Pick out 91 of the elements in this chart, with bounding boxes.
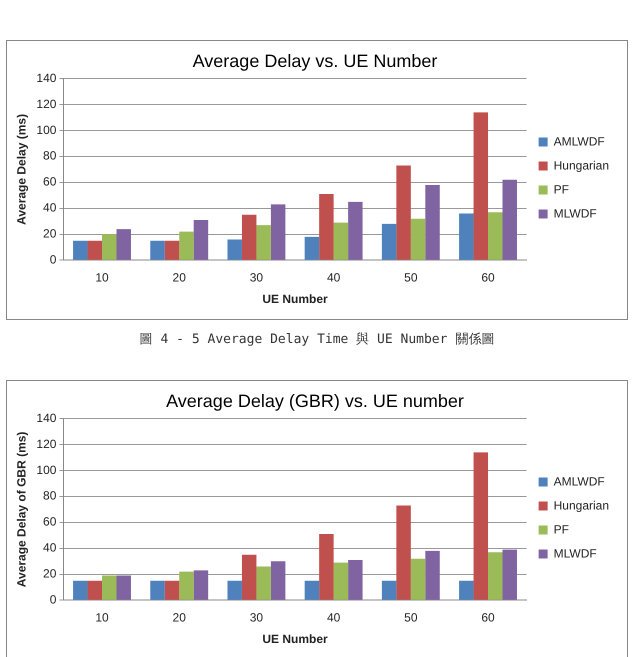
y-tick-label: 140: [36, 410, 57, 425]
bar: [179, 232, 194, 260]
x-tick-label: 50: [404, 610, 418, 625]
bar: [396, 166, 411, 260]
bar: [116, 229, 131, 260]
bar: [425, 550, 440, 600]
bar: [242, 214, 256, 260]
bar: [488, 552, 503, 600]
y-tick-label: 60: [43, 174, 57, 189]
y-tick-label: 80: [43, 148, 57, 163]
bar: [270, 204, 286, 260]
legend-label: PF: [554, 182, 569, 196]
x-tick-label: 10: [95, 270, 110, 285]
bar: [334, 222, 348, 260]
legend-label: Hungarian: [554, 158, 610, 172]
bar: [410, 558, 426, 600]
bar: [102, 234, 116, 260]
bar: [474, 452, 488, 600]
bar: [242, 554, 256, 600]
bar: [459, 214, 474, 260]
legend-label: Hungarian: [554, 498, 610, 512]
y-tick-label: 100: [36, 122, 57, 137]
bar: [396, 506, 411, 600]
bar: [348, 560, 363, 600]
x-tick-label: 30: [250, 610, 264, 625]
bar: [194, 220, 208, 260]
x-axis-title: UE Number: [262, 632, 328, 646]
legend-label: AMLWDF: [554, 134, 605, 148]
bar: [164, 580, 180, 600]
bar: [150, 580, 165, 600]
bar: [319, 194, 334, 260]
x-axis-title: UE Number: [262, 292, 328, 306]
bar: [488, 212, 503, 260]
bar: [73, 580, 88, 600]
bar: [88, 240, 102, 260]
x-tick-label: 60: [481, 270, 496, 285]
bar: [179, 572, 194, 600]
bar: [304, 580, 320, 600]
bar: [116, 576, 131, 600]
bar: [304, 236, 320, 260]
y-tick-label: 20: [43, 566, 57, 581]
bar: [425, 184, 440, 260]
y-tick-label: 20: [43, 226, 57, 241]
y-tick-label: 100: [36, 462, 57, 477]
bar: [256, 566, 271, 600]
x-tick-label: 30: [250, 270, 264, 285]
y-tick-label: 120: [36, 436, 57, 451]
chart-title: Average Delay (GBR) vs. UE number: [166, 390, 464, 411]
x-tick-label: 20: [172, 270, 186, 285]
bar: [348, 202, 363, 260]
y-tick-label: 40: [43, 200, 57, 215]
bar: [102, 576, 116, 600]
bar: [410, 218, 426, 260]
y-tick-label: 0: [50, 592, 57, 607]
bar: [382, 580, 396, 600]
bar: [474, 112, 488, 260]
y-axis-title: Average Delay of GBR (ms): [14, 432, 29, 588]
x-tick-label: 40: [326, 610, 341, 625]
bar: [334, 562, 348, 600]
y-tick-label: 60: [43, 514, 57, 529]
x-tick-label: 10: [95, 610, 110, 625]
x-tick-label: 40: [326, 270, 341, 285]
x-tick-label: 20: [172, 610, 186, 625]
bar: [164, 240, 180, 260]
bar: [382, 224, 396, 260]
bar: [459, 580, 474, 600]
y-tick-label: 0: [50, 252, 57, 267]
bar: [227, 239, 242, 260]
bar: [502, 550, 517, 600]
y-tick-label: 120: [36, 96, 57, 111]
x-tick-label: 60: [481, 610, 496, 625]
bar: [73, 240, 88, 260]
legend-label: PF: [554, 522, 569, 536]
y-tick-label: 80: [43, 488, 57, 503]
legend-label: AMLWDF: [554, 474, 605, 488]
caption: 圖 4 - 5 Average Delay Time 與 UE Number 關係圖: [138, 331, 496, 348]
bar: [256, 225, 271, 260]
legend-label: MLWDF: [554, 546, 597, 560]
x-tick-label: 50: [404, 270, 418, 285]
y-tick-label: 40: [43, 540, 57, 555]
bar: [227, 580, 242, 600]
bar: [150, 240, 165, 260]
y-axis-title: Average Delay (ms): [14, 114, 29, 225]
chart-title: Average Delay vs. UE Number: [192, 50, 438, 71]
y-tick-label: 140: [36, 70, 57, 85]
legend-label: MLWDF: [554, 206, 597, 220]
bar: [88, 580, 102, 600]
bar: [502, 180, 517, 260]
bar: [270, 561, 286, 600]
bar: [319, 534, 334, 600]
bar: [194, 570, 208, 600]
